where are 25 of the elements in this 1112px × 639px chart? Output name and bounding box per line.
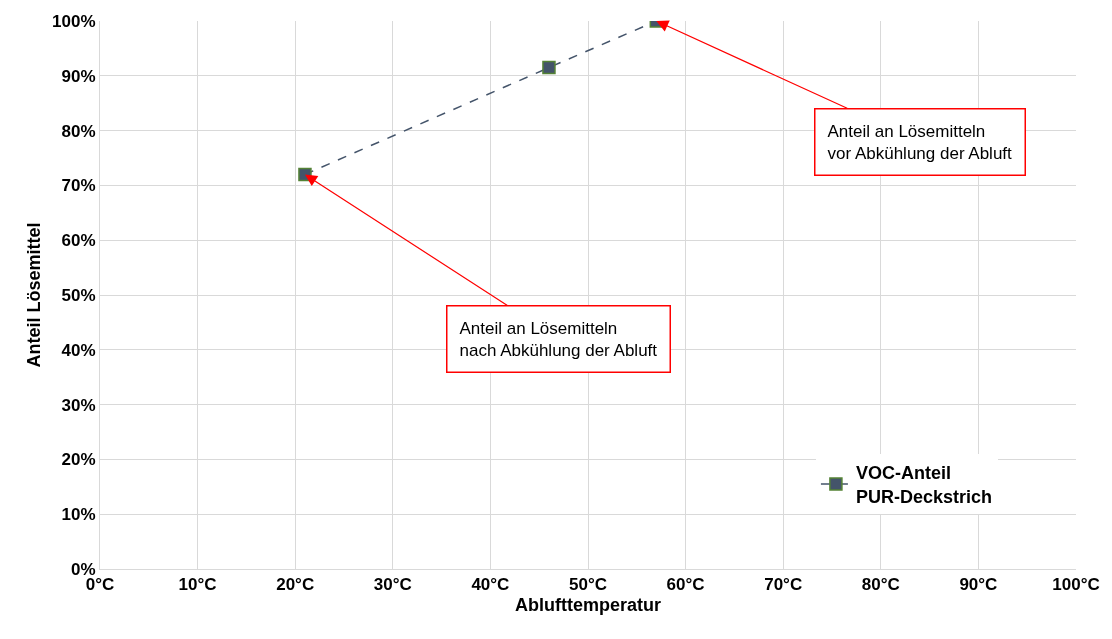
y-tick-label: 80% [61,121,96,141]
x-tick-label: 60°C [666,575,705,595]
x-tick-label: 70°C [764,575,803,595]
y-tick-label: 70% [61,176,96,196]
x-tick-label: 100°C [1052,575,1100,595]
y-tick-label: 30% [61,395,96,415]
x-tick-label: 10°C [178,575,217,595]
y-tick-label: 50% [61,285,96,305]
x-tick-label: 20°C [276,575,315,595]
y-tick-label: 20% [61,450,96,470]
y-axis-title: Anteil Lösemittel [24,222,45,368]
y-tick-label: 40% [61,340,96,360]
legend-label: VOC-Anteil PUR-Deckstrich [855,463,992,507]
x-tick-label: 80°C [861,575,900,595]
annotation: Anteil an Lösemitteln vor Abkühlung der Abluft [827,121,1013,163]
x-tick-label: 50°C [569,575,607,595]
y-tick-label: 90% [61,66,96,86]
y-tick-label: 60% [61,231,96,251]
y-tick-label: 100% [52,11,96,31]
x-tick-label: 90°C [959,575,998,595]
x-tick-label: 30°C [373,575,412,595]
annotation: Anteil an Lösemitteln nach Abkühlung der Abluft [459,318,658,360]
x-axis-title: Ablufttemperatur [514,594,662,615]
y-tick-label: 10% [61,505,96,525]
x-tick-label: 40°C [471,575,510,595]
